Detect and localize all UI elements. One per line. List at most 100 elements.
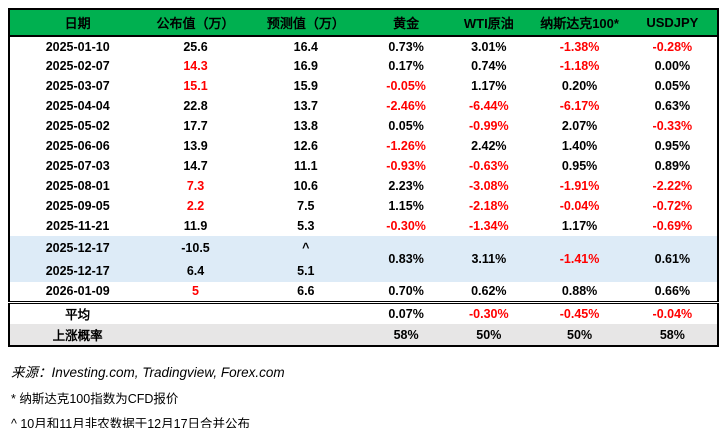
gold-summary-cell: 0.07% (365, 300, 447, 324)
published-cell: 7.3 (186, 179, 205, 193)
nasdaq100-cell: -0.04% (559, 199, 600, 213)
published-cell: 13.9 (183, 139, 208, 153)
usdjpy-cell: 0.66% (654, 284, 691, 299)
usdjpy-summary-cell: -0.04% (627, 300, 718, 324)
usdjpy-summary-cell: 58% (627, 324, 718, 346)
date-cell: 2025-06-06 (45, 139, 110, 153)
gold-cell: 0.70% (388, 284, 424, 299)
usdjpy-cell: 0.05% (654, 79, 691, 93)
gold-cell: -0.30% (386, 219, 426, 233)
nasdaq100-cell: -1.18% (559, 59, 600, 73)
gold-cell: 0.05% (388, 119, 424, 133)
header-wti: WTI原油 (446, 9, 532, 37)
date-cell: 2025-04-04 (45, 99, 110, 113)
forecast-cell: 15.9 (293, 79, 318, 93)
usdjpy-cell: -0.69% (652, 219, 693, 233)
date-cell: 2025-11-21 (46, 219, 110, 233)
forecast-cell: 10.6 (293, 179, 318, 193)
usdjpy-cell: 0.95% (654, 139, 691, 153)
nasdaq100-summary-cell: -0.45% (531, 300, 628, 324)
nasdaq100-cell: 0.88% (561, 284, 598, 299)
wti-cell: -2.18% (469, 199, 509, 213)
published-cell: 22.8 (183, 99, 208, 113)
wti-summary-cell: 50% (446, 324, 532, 346)
gold-summary-cell: 58% (365, 324, 447, 346)
usdjpy-cell: 0.63% (654, 99, 691, 113)
published-cell: 14.3 (183, 59, 208, 73)
empty-cell (145, 300, 246, 324)
forecast-cell: 16.9 (293, 59, 318, 73)
date-cell: 2025-09-05 (45, 199, 110, 213)
wti-cell: 0.74% (471, 59, 507, 73)
header-date: 日期 (9, 9, 146, 37)
table-row: 2025-12-17 -10.5 ^ 0.83% 3.11% -1.41% 0.61% (9, 236, 718, 282)
footnotes: 来源：Investing.com, Tradingview, Forex.com… (11, 361, 719, 428)
table-row: 2025-11-21 11.9 5.3 -0.30% -1.34% 1.17% -0.69% (9, 216, 718, 236)
table-row: 2025-12-17 6.4 5.1 (9, 259, 718, 282)
forecast-cell: 12.6 (293, 139, 318, 153)
date-cell: 2025-05-02 (45, 119, 110, 133)
table-row: 2025-06-06 13.9 12.6 -1.26% 2.42% 1.40% 0.95% (9, 136, 718, 156)
usdjpy-cell: -2.22% (652, 179, 693, 193)
usdjpy-cell: -0.33% (652, 119, 693, 133)
nasdaq100-cell: 1.17% (561, 219, 598, 233)
usdjpy-cell: -0.28% (652, 39, 693, 54)
usdjpy-cell: 0.61% (627, 236, 718, 282)
summary-label: 上涨概率 (9, 324, 146, 346)
date-cell: 2025-02-07 (45, 59, 110, 73)
usdjpy-cell: 0.00% (654, 59, 691, 73)
empty-cell (245, 300, 366, 324)
nasdaq100-cell: -1.41% (531, 236, 628, 282)
published-cell: 5 (192, 284, 199, 299)
gold-cell: -0.93% (386, 159, 426, 173)
published-cell: 11.9 (183, 219, 208, 233)
published-cell: 2.2 (186, 199, 205, 213)
forecast-cell: ^ (245, 236, 366, 259)
gold-cell: 1.15% (388, 199, 424, 213)
summary-label: 平均 (9, 300, 146, 324)
forecast-cell: 6.6 (297, 284, 315, 299)
wti-cell: -3.08% (469, 179, 509, 193)
wti-cell: -0.63% (469, 159, 509, 173)
table-row: 2025-05-02 17.7 13.8 0.05% -0.99% 2.07% -0.33% (9, 116, 718, 136)
forecast-cell: 7.5 (297, 199, 315, 213)
wti-cell: 3.01% (471, 39, 507, 54)
table-body: 2025-01-10 25.6 16.4 0.73% 3.01% -1.38% -0.28%… (9, 36, 718, 302)
empty-cell (245, 324, 366, 346)
usdjpy-cell: 0.89% (654, 159, 691, 173)
wti-summary-cell: -0.30% (446, 300, 532, 324)
wti-cell: 1.17% (471, 79, 507, 93)
published-cell: -10.5 (145, 236, 246, 259)
header-usdjpy: USDJPY (627, 9, 718, 37)
wti-cell: -0.99% (469, 119, 509, 133)
gold-cell: -0.05% (386, 79, 426, 93)
empty-cell (145, 324, 246, 346)
nasdaq100-cell: -6.17% (559, 99, 600, 113)
gold-cell: -1.26% (386, 139, 426, 153)
source-line: 来源：Investing.com, Tradingview, Forex.com (11, 365, 285, 380)
wti-cell: 3.11% (446, 236, 532, 282)
date-cell: 2025-03-07 (45, 79, 110, 93)
table-row: 2025-02-07 14.3 16.9 0.17% 0.74% -1.18% 0.00% (9, 56, 718, 76)
forecast-cell: 5.3 (297, 219, 315, 233)
header-nasdaq100: 纳斯达克100* (531, 9, 628, 37)
wti-cell: 0.62% (471, 284, 507, 299)
date-cell: 2025-08-01 (45, 179, 110, 193)
date-cell: 2025-07-03 (45, 159, 110, 173)
table-row: 2025-04-04 22.8 13.7 -2.46% -6.44% -6.17% 0.63… (9, 96, 718, 116)
published-cell: 17.7 (183, 119, 208, 133)
table-row: 2025-03-07 15.1 15.9 -0.05% 1.17% 0.20% 0.05% (9, 76, 718, 96)
table-row: 2025-09-05 2.2 7.5 1.15% -2.18% -0.04% -0.72% (9, 196, 718, 216)
date-cell: 2025-12-17 (9, 259, 146, 282)
table-row: 2025-01-10 25.6 16.4 0.73% 3.01% -1.38% -0.28% (9, 36, 718, 56)
published-cell: 15.1 (183, 79, 208, 93)
published-cell: 6.4 (145, 259, 246, 282)
table-row: 2025-07-03 14.7 11.1 -0.93% -0.63% 0.95% 0.89% (9, 156, 718, 176)
nasdaq100-cell: 0.95% (561, 159, 598, 173)
forecast-cell: 16.4 (293, 39, 318, 54)
nasdaq100-cell: -1.91% (559, 179, 600, 193)
gold-cell: 0.73% (388, 39, 424, 54)
table-summary: 平均 0.07% -0.30% -0.45% -0.04% 上涨概率 58% 50% 50% 58… (9, 300, 718, 346)
table-row: 2025-08-01 7.3 10.6 2.23% -3.08% -1.91% -2.22% (9, 176, 718, 196)
